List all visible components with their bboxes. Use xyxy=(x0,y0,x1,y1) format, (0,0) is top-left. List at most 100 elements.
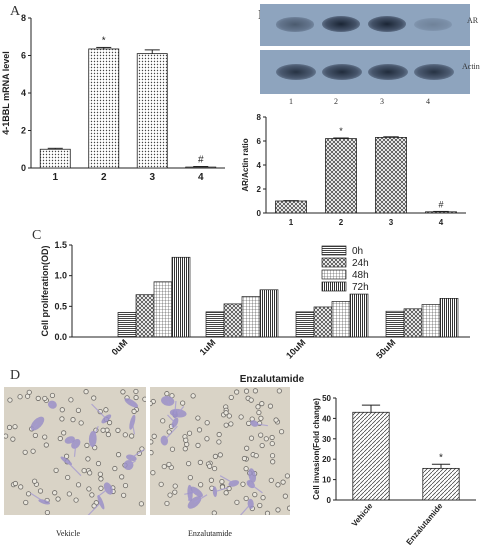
pore xyxy=(195,415,201,421)
bar xyxy=(325,138,357,214)
pore xyxy=(133,388,139,395)
cell-process xyxy=(239,503,252,515)
cell-process xyxy=(167,414,176,424)
pore xyxy=(166,461,172,468)
bar xyxy=(439,298,459,338)
y-tick-label: 2 xyxy=(21,126,26,136)
pore xyxy=(267,403,274,409)
pore xyxy=(55,496,61,502)
blot-label-ar: AR xyxy=(467,16,479,25)
pore xyxy=(91,395,97,401)
y-tick-label: 8 xyxy=(21,13,26,23)
caption-vehicle: Vekicle xyxy=(56,529,80,538)
pore xyxy=(122,432,128,438)
pore xyxy=(115,452,122,458)
significance-mark: * xyxy=(339,126,343,136)
pore xyxy=(63,453,70,459)
pore xyxy=(252,388,259,394)
pore xyxy=(115,427,121,433)
bar xyxy=(259,289,279,338)
pore xyxy=(195,442,201,448)
category-label: 4 xyxy=(198,172,204,183)
pore xyxy=(269,453,276,459)
pore xyxy=(259,442,265,449)
pore xyxy=(100,427,106,433)
cell-process xyxy=(214,486,229,493)
ar-band xyxy=(368,16,406,32)
ar-band xyxy=(276,17,314,32)
blot-lane-3: 3 xyxy=(380,97,384,106)
pore xyxy=(228,394,234,401)
cell-process xyxy=(130,402,137,408)
pore xyxy=(252,492,258,498)
pore xyxy=(26,389,32,395)
panel-letter-c: C xyxy=(32,228,42,243)
pore xyxy=(112,465,118,472)
pore xyxy=(57,435,63,442)
western-blot xyxy=(260,4,470,98)
blot-lane-1: 1 xyxy=(289,97,293,106)
pore xyxy=(186,460,192,467)
cell-process xyxy=(91,403,107,420)
legend-label: 24h xyxy=(352,258,369,269)
cell-process xyxy=(69,439,74,444)
cell-process xyxy=(131,449,145,459)
legend-label: 72h xyxy=(352,282,369,293)
pore xyxy=(30,448,36,454)
cell-process xyxy=(174,400,177,415)
y-tick-label: 40 xyxy=(322,414,331,423)
pore xyxy=(248,397,254,403)
pore xyxy=(150,450,154,456)
cell-process xyxy=(163,425,178,441)
y-tick-label: 10 xyxy=(322,476,331,485)
pore xyxy=(86,486,92,492)
pore xyxy=(240,481,246,487)
pore xyxy=(133,394,139,401)
pore xyxy=(87,470,93,476)
pore xyxy=(42,395,48,402)
y-tick-label: 6 xyxy=(257,137,262,146)
pore xyxy=(196,427,203,433)
pore xyxy=(186,430,193,436)
pore xyxy=(263,436,269,442)
category-label: 1 xyxy=(52,172,58,183)
pore xyxy=(211,510,217,515)
pore xyxy=(83,389,89,395)
significance-mark: * xyxy=(439,452,443,463)
category-label: Enzalutamide xyxy=(404,501,444,545)
pore xyxy=(216,431,222,438)
blot-label-actin: Actin xyxy=(462,62,480,71)
y-tick-label: 0 xyxy=(327,496,332,505)
bar xyxy=(422,467,460,501)
cell-process xyxy=(92,425,99,440)
ar-band xyxy=(322,16,360,32)
pore xyxy=(103,407,109,413)
bar xyxy=(352,411,390,501)
pore xyxy=(276,388,282,394)
pore xyxy=(119,474,125,480)
pore xyxy=(37,488,44,494)
cell-process xyxy=(128,460,136,466)
pore xyxy=(284,473,290,479)
cell-process xyxy=(30,492,45,503)
pore xyxy=(75,407,82,413)
cell-process xyxy=(65,460,82,477)
pore xyxy=(138,501,144,507)
pore xyxy=(169,446,176,452)
pore xyxy=(89,492,95,498)
pore xyxy=(234,499,240,505)
pore xyxy=(164,500,170,507)
pore xyxy=(190,393,196,399)
pore xyxy=(53,467,59,473)
category-label: 1 xyxy=(289,218,294,227)
actin-band xyxy=(414,64,454,80)
pore xyxy=(273,417,279,423)
pore xyxy=(228,421,234,427)
pore xyxy=(70,417,76,423)
micrograph-enzalutamide xyxy=(150,387,290,515)
pore xyxy=(180,400,186,406)
pore xyxy=(260,495,266,501)
pore xyxy=(52,490,58,496)
